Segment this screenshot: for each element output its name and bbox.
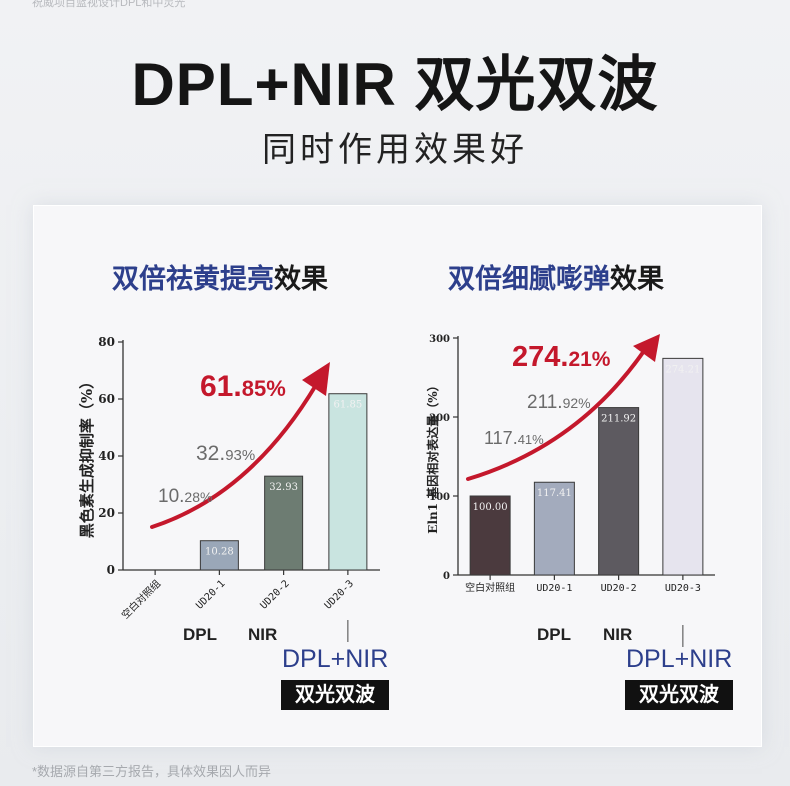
left-trend-arrow bbox=[150, 383, 318, 529]
page-title: DPL+NIR 双光双波 bbox=[131, 51, 659, 118]
right-y-tick-label: 100 bbox=[429, 492, 450, 503]
right-bar-value-label: 211.92 bbox=[601, 414, 636, 425]
right-combo-label: DPL+NIR bbox=[626, 645, 733, 673]
left-badge: 双光双波 bbox=[281, 680, 389, 710]
right-panel-title: 双倍细腻嘭弹效果 bbox=[448, 257, 664, 296]
left-panel-title-main: 双倍祛黄提亮 bbox=[112, 264, 274, 294]
left-trend-arrowhead bbox=[302, 362, 330, 396]
right-bar bbox=[598, 407, 640, 576]
right-bar bbox=[662, 357, 704, 576]
right-bar-value-label: 117.41 bbox=[537, 488, 572, 499]
left-bar-value-label: 32.93 bbox=[269, 482, 298, 493]
right-trend-arrow bbox=[466, 346, 648, 481]
left-bar bbox=[264, 475, 304, 571]
left-y-tick-label: 40 bbox=[98, 449, 115, 463]
left-annotation: 10.28% bbox=[158, 486, 212, 507]
footnote: *数据源自第三方报告，具体效果因人而异 bbox=[32, 764, 272, 779]
left-group-dpl: DPL bbox=[183, 625, 217, 644]
right-category-label: UD20-2 bbox=[601, 583, 637, 594]
right-y-axis-label: Eln1 基因相对表达量（%） bbox=[425, 379, 440, 533]
right-annotation: 211.92% bbox=[527, 392, 591, 413]
comparison-panel bbox=[33, 205, 762, 747]
left-bar-value-label: 61.85 bbox=[334, 400, 363, 411]
left-y-tick-label: 60 bbox=[98, 392, 115, 406]
top-note: 祝威项目蓝视设计DPL和中灵光 bbox=[32, 0, 186, 9]
right-bar-value-label: 274.21 bbox=[665, 364, 700, 375]
right-bar bbox=[533, 481, 575, 576]
left-panel-title: 双倍祛黄提亮效果 bbox=[112, 257, 328, 296]
left-y-tick-label: 0 bbox=[107, 563, 115, 577]
right-bar-value-label: 100.00 bbox=[473, 502, 508, 513]
right-group-dpl: DPL bbox=[537, 625, 571, 644]
right-annotation: 117.41% bbox=[484, 428, 544, 448]
right-y-tick-label: 0 bbox=[443, 571, 450, 582]
left-annotation: 32.93% bbox=[196, 442, 255, 465]
page-subtitle: 同时作用效果好 bbox=[262, 131, 528, 169]
left-combo-label: DPL+NIR bbox=[282, 645, 389, 673]
right-bar bbox=[469, 495, 511, 576]
left-bar bbox=[199, 540, 239, 571]
left-bar bbox=[328, 393, 368, 571]
left-y-axis-label: 黑色素生成抑制率（%） bbox=[78, 374, 96, 538]
right-y-tick-label: 300 bbox=[429, 334, 450, 345]
right-annotation: 274.21% bbox=[512, 341, 611, 373]
right-group-nir: NIR bbox=[603, 625, 633, 644]
right-y-tick-label: 200 bbox=[429, 413, 450, 424]
right-badge: 双光双波 bbox=[625, 680, 733, 710]
left-bar-value-label: 10.28 bbox=[205, 547, 234, 558]
left-group-nir: NIR bbox=[248, 625, 278, 644]
right-category-label: UD20-3 bbox=[665, 583, 701, 594]
right-category-label: 空白对照组 bbox=[465, 581, 515, 594]
left-y-tick-label: 80 bbox=[98, 335, 115, 349]
right-category-label: UD20-1 bbox=[536, 583, 572, 594]
right-panel-title-suffix: 效果 bbox=[610, 264, 664, 294]
left-y-tick-label: 20 bbox=[98, 506, 115, 520]
left-annotation: 61.85% bbox=[200, 370, 286, 403]
left-panel-title-suffix: 效果 bbox=[274, 264, 328, 294]
right-trend-arrowhead bbox=[633, 334, 660, 362]
right-panel-title-main: 双倍细腻嘭弹 bbox=[448, 264, 610, 294]
